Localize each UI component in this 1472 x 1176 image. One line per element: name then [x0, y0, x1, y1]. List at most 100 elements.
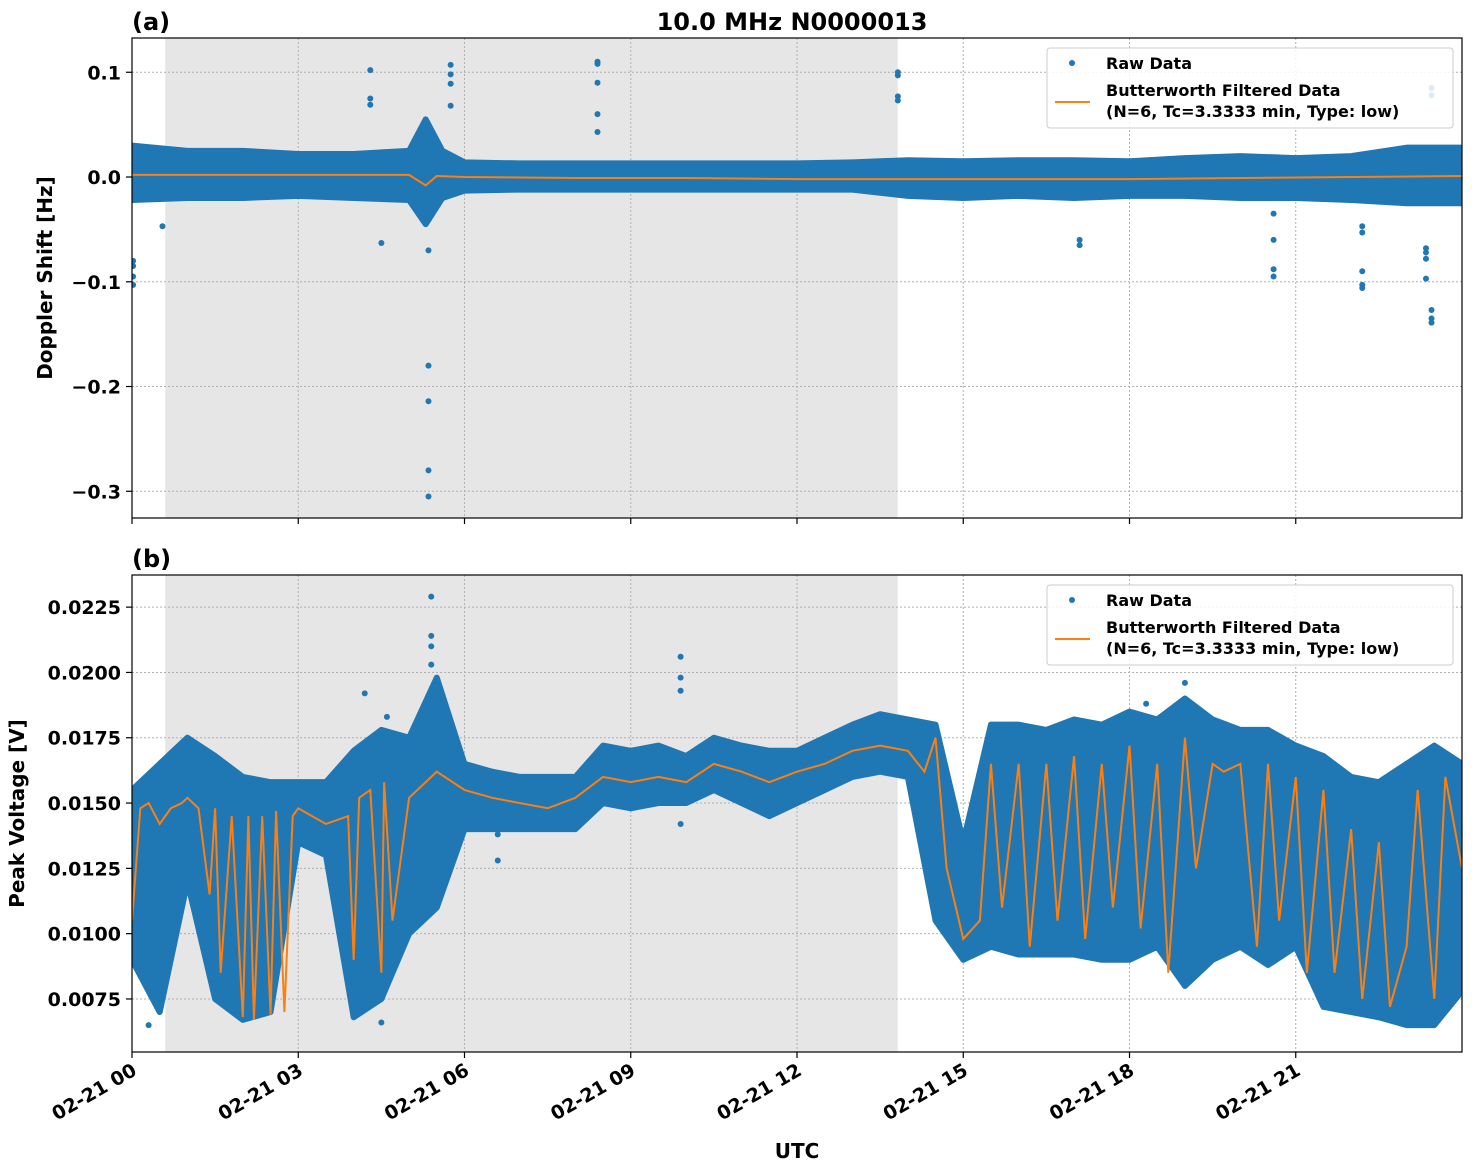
x-axis-label: UTC [775, 1139, 820, 1163]
y-tick-label: 0.0 [87, 167, 121, 189]
raw-data-point [425, 493, 432, 500]
raw-data-band [132, 116, 1462, 228]
raw-data-point [1143, 700, 1150, 707]
y-tick-label: −0.2 [71, 377, 121, 399]
raw-data-point [594, 60, 601, 67]
legend-raw-marker [1069, 597, 1075, 603]
raw-data-point [1428, 315, 1435, 322]
raw-data-point [159, 223, 166, 230]
raw-data-point [132, 281, 137, 288]
raw-data-point [1428, 307, 1435, 314]
legend-raw-label: Raw Data [1106, 591, 1192, 610]
raw-data-point [378, 1019, 385, 1026]
raw-data-point [132, 257, 137, 264]
legend-box [1046, 47, 1454, 129]
y-tick-label: −0.1 [71, 272, 121, 294]
panel-label: (b) [132, 545, 171, 573]
raw-data-point [894, 72, 901, 79]
raw-data-point [132, 273, 137, 280]
raw-data-point [428, 643, 435, 650]
legend-filtered-label: Butterworth Filtered Data [1106, 618, 1341, 637]
y-axis-label: Peak Voltage [V] [5, 719, 29, 908]
raw-data-point [447, 80, 454, 87]
legend-raw-marker [1069, 60, 1075, 66]
raw-data-point [594, 111, 601, 118]
raw-data-point [447, 61, 454, 68]
raw-data-point [677, 674, 684, 681]
raw-data-point [1270, 236, 1277, 243]
raw-data-point [1076, 236, 1083, 243]
raw-data-point [425, 467, 432, 474]
y-tick-label: 0.0225 [48, 597, 121, 619]
y-tick-label: −0.3 [71, 481, 121, 503]
raw-data-point [367, 95, 374, 102]
raw-data-point [594, 79, 601, 86]
raw-data-point [425, 247, 432, 254]
y-tick-label: 0.1 [87, 62, 121, 84]
x-tick-label: 02-21 18 [1046, 1059, 1138, 1125]
raw-data-point [1422, 245, 1429, 252]
y-axis-label: Doppler Shift [Hz] [33, 176, 57, 380]
raw-data-point [447, 71, 454, 78]
raw-data-point [425, 398, 432, 405]
raw-data-point [428, 632, 435, 639]
raw-data-point [1428, 319, 1435, 326]
raw-data-point [1359, 285, 1366, 292]
raw-data-point [494, 857, 501, 864]
raw-data-point [378, 240, 385, 247]
raw-data-point [145, 1022, 152, 1029]
filtered-data-line [132, 173, 1462, 187]
axes-frame [131, 37, 1463, 519]
legend: Raw Data Butterworth Filtered Data (N=6, T… [1046, 584, 1454, 666]
raw-data-point [677, 653, 684, 660]
legend: Raw Data Butterworth Filtered Data (N=6, T… [1046, 47, 1454, 129]
x-tick-label: 02-21 03 [214, 1059, 306, 1125]
x-tick-label: 02-21 12 [713, 1059, 805, 1125]
raw-data-point [132, 263, 137, 270]
figure-title: 10.0 MHz N0000013 [657, 8, 928, 36]
raw-data-point [428, 593, 435, 600]
raw-data-point [1181, 679, 1188, 686]
y-tick-label: 0.0150 [48, 793, 121, 815]
raw-data-point [1359, 223, 1366, 230]
panel-label: (a) [132, 8, 170, 36]
raw-data-point [894, 93, 901, 100]
raw-data-point [494, 831, 501, 838]
raw-data-point [367, 101, 374, 108]
filtered-data-line [132, 737, 1462, 1020]
x-tick-label: 02-21 09 [547, 1059, 639, 1125]
legend-filtered-params: (N=6, Tc=3.3333 min, Type: low) [1106, 639, 1399, 658]
raw-data-point [1359, 229, 1366, 236]
raw-data-point [1422, 275, 1429, 282]
raw-data-point [894, 97, 901, 104]
raw-data-point [1359, 268, 1366, 275]
raw-data-point [428, 661, 435, 668]
raw-data-band [132, 674, 1462, 1029]
panel-b: 0.0225 0.0200 0.0175 0.0150 0.0125 0.0100 0.00… [5, 545, 1463, 1125]
raw-data-point [1270, 210, 1277, 217]
legend-raw-label: Raw Data [1106, 54, 1192, 73]
y-tick-label: 0.0100 [48, 924, 121, 946]
x-tick-label: 02-21 21 [1212, 1059, 1304, 1125]
legend-filtered-params: (N=6, Tc=3.3333 min, Type: low) [1106, 102, 1399, 121]
raw-data-point [383, 713, 390, 720]
raw-data-point [447, 102, 454, 109]
raw-data-point [1076, 242, 1083, 249]
axes-frame [131, 574, 1463, 1053]
raw-data-point [677, 687, 684, 694]
panel-a: 0.1 0.0 −0.1 −0.2 −0.3 (a) Doppler Shift [Hz] R… [33, 8, 1463, 524]
x-tick-label: 02-21 15 [879, 1059, 971, 1125]
y-tick-label: 0.0125 [48, 858, 121, 880]
y-tick-label: 0.0200 [48, 662, 121, 684]
raw-data-point [1270, 266, 1277, 273]
raw-data-point [594, 128, 601, 135]
y-tick-label: 0.0175 [48, 728, 121, 750]
shaded-interval [165, 38, 898, 518]
x-tick-label: 02-21 00 [48, 1059, 140, 1125]
x-tick-label: 02-21 06 [381, 1059, 473, 1125]
legend-box [1046, 584, 1454, 666]
raw-data-point [1422, 255, 1429, 262]
raw-data-point [367, 67, 374, 74]
raw-data-point [1422, 249, 1429, 256]
